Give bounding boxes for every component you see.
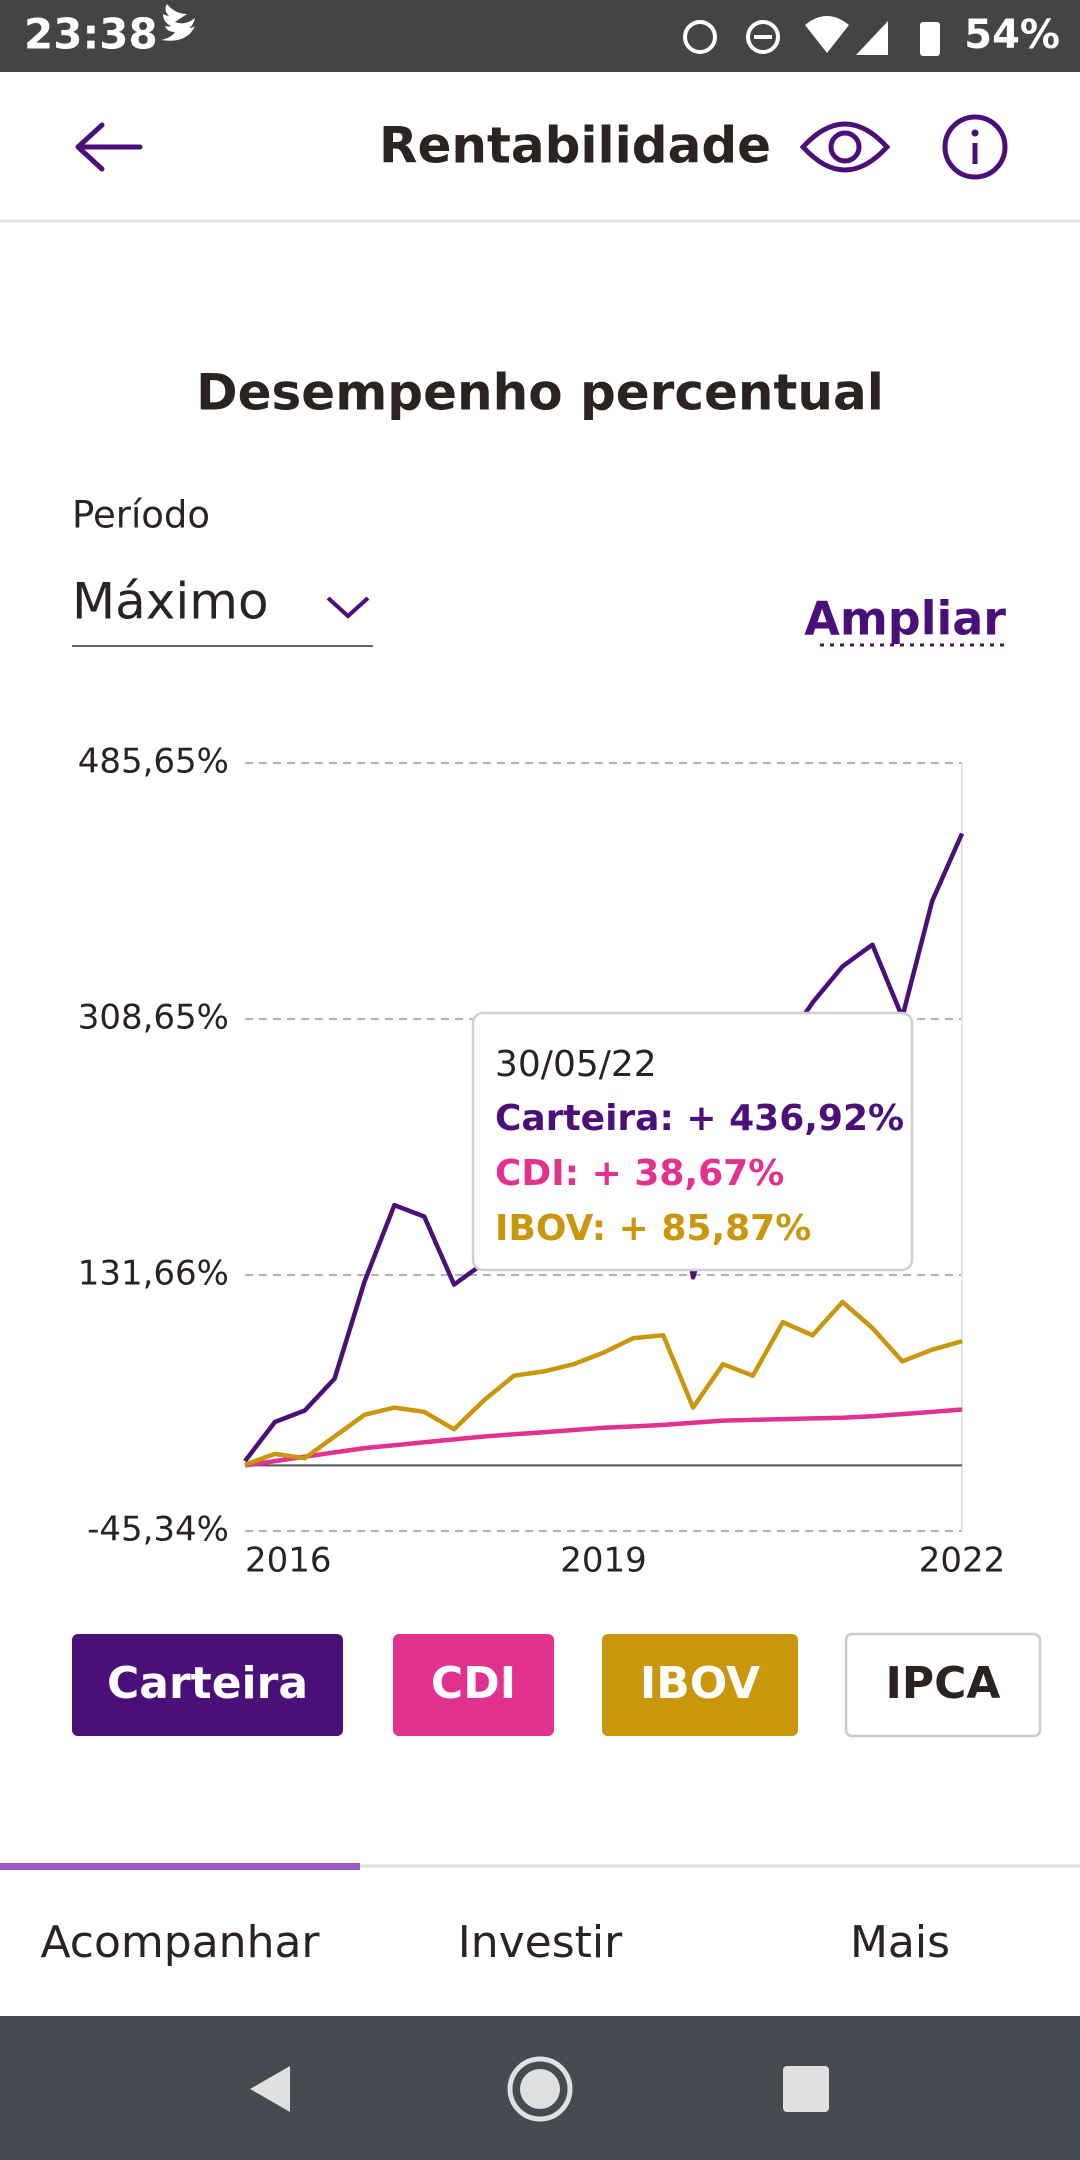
eye-button[interactable] bbox=[799, 121, 891, 173]
period-value: Máximo bbox=[72, 573, 269, 631]
legend-toggle[interactable] bbox=[72, 1634, 343, 1736]
alarm-icon bbox=[683, 20, 717, 54]
header-title: Rentabilidade bbox=[379, 117, 771, 175]
twitter-icon bbox=[161, 4, 195, 41]
tab-label[interactable]: Acompanhar bbox=[40, 1917, 320, 1968]
battery-level: 54% bbox=[964, 12, 1060, 58]
tab-label[interactable]: Mais bbox=[850, 1917, 950, 1968]
x-tick-label: 2019 bbox=[560, 1541, 647, 1581]
period-select[interactable]: Máximo bbox=[72, 573, 373, 647]
period-label: Período bbox=[72, 494, 210, 537]
tab-indicator bbox=[0, 1863, 360, 1870]
status-time: 23:38 bbox=[24, 10, 158, 59]
info-button[interactable] bbox=[942, 114, 1008, 180]
wifi-icon bbox=[805, 16, 849, 53]
legend-label: IBOV bbox=[640, 1658, 760, 1709]
legend-toggle[interactable] bbox=[844, 1632, 1042, 1738]
back-button[interactable] bbox=[75, 122, 143, 172]
y-tick-label: 485,65% bbox=[78, 742, 229, 782]
signal-icon bbox=[856, 21, 888, 55]
section-title: Desempenho percentual bbox=[196, 364, 884, 422]
tab-label[interactable]: Investir bbox=[458, 1917, 623, 1968]
tooltip-line: CDI: + 38,67% bbox=[495, 1153, 784, 1194]
nav-back[interactable] bbox=[250, 2066, 290, 2112]
x-tick-label: 2022 bbox=[919, 1541, 1006, 1581]
nav-recents[interactable] bbox=[783, 2066, 829, 2112]
dnd-icon bbox=[746, 20, 780, 54]
tooltip-date: 30/05/22 bbox=[495, 1044, 657, 1085]
legend-label: CDI bbox=[431, 1658, 516, 1709]
y-tick-label: -45,34% bbox=[87, 1510, 229, 1550]
status-bar bbox=[0, 0, 1080, 72]
dnd-bar bbox=[754, 35, 772, 39]
y-tick-label: 308,65% bbox=[78, 998, 229, 1038]
series-line bbox=[244, 1407, 963, 1468]
legend-toggle[interactable] bbox=[602, 1634, 798, 1736]
expand-text: Ampliar bbox=[804, 592, 1006, 646]
series-line bbox=[244, 1299, 963, 1467]
legend-label: Carteira bbox=[107, 1658, 308, 1709]
expand-link[interactable]: Ampliar bbox=[804, 592, 1006, 647]
nav-home[interactable] bbox=[507, 2056, 573, 2122]
tooltip-line: Carteira: + 436,92% bbox=[495, 1098, 904, 1139]
legend-label: IPCA bbox=[886, 1658, 1001, 1709]
legend-toggle[interactable] bbox=[393, 1634, 554, 1736]
y-tick-label: 131,66% bbox=[78, 1253, 229, 1293]
battery-icon bbox=[920, 22, 940, 56]
tooltip-line: IBOV: + 85,87% bbox=[495, 1208, 811, 1249]
x-tick-label: 2016 bbox=[245, 1541, 332, 1581]
tooltip-box bbox=[471, 1011, 914, 1272]
